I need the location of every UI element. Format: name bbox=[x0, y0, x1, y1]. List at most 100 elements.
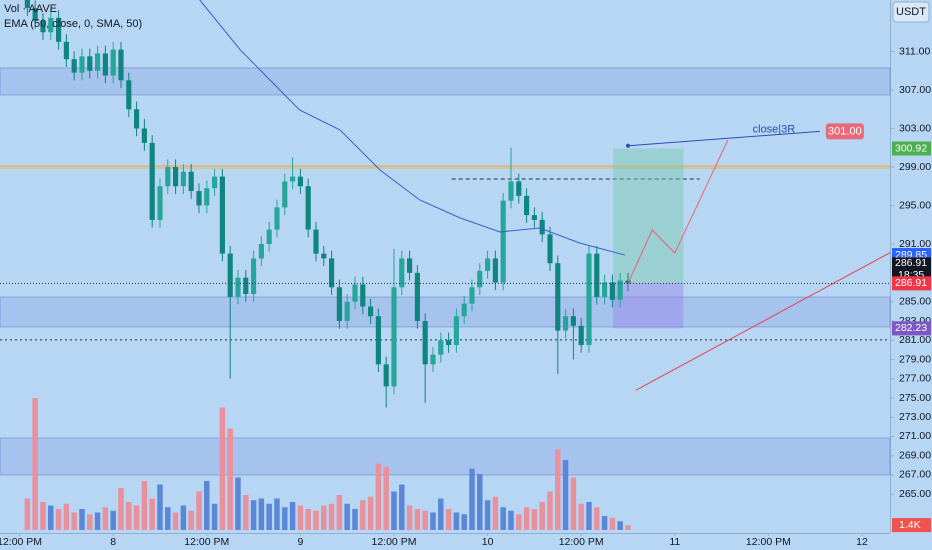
target-anchor bbox=[625, 143, 630, 148]
volume-bar bbox=[352, 509, 358, 530]
callout-box bbox=[825, 123, 864, 140]
ema-legend[interactable]: EMA (50, close, 0, SMA, 50) bbox=[4, 18, 142, 30]
volume-bar bbox=[414, 509, 421, 530]
candle-body bbox=[368, 306, 374, 317]
projection-path bbox=[627, 139, 729, 284]
volume-bar bbox=[578, 503, 584, 530]
zone bbox=[0, 296, 891, 328]
y-tick-label: 273.00 bbox=[899, 411, 931, 423]
candle-body bbox=[204, 188, 210, 206]
volume-bar bbox=[321, 505, 327, 530]
candle-body bbox=[594, 253, 600, 297]
volume-bar bbox=[492, 496, 499, 530]
volume-bar bbox=[258, 498, 265, 530]
x-tick-label: 8 bbox=[110, 536, 116, 548]
volume-bar bbox=[344, 503, 350, 530]
volume-legend[interactable]: Vol · AAVE bbox=[4, 3, 57, 15]
volume-bar bbox=[375, 463, 382, 530]
candle-body bbox=[313, 229, 319, 254]
volume-bar bbox=[141, 481, 148, 530]
candle-body bbox=[539, 219, 545, 235]
volume-bar bbox=[555, 449, 561, 530]
y-tick-label: 277.00 bbox=[899, 373, 931, 385]
volume-bar bbox=[399, 484, 405, 530]
volume-bar bbox=[547, 491, 553, 530]
x-tick-label: 12:00 PM bbox=[746, 536, 791, 548]
candle-body bbox=[56, 17, 62, 42]
candle-body bbox=[126, 80, 132, 110]
candle-body bbox=[336, 287, 342, 321]
volume-bar bbox=[266, 503, 272, 530]
volume-bar bbox=[204, 481, 210, 530]
candle-body bbox=[274, 207, 280, 230]
volume-bar bbox=[625, 525, 631, 530]
candle-body bbox=[173, 166, 179, 187]
candle-body bbox=[180, 171, 186, 187]
candle-body bbox=[219, 176, 225, 254]
price-marker bbox=[892, 321, 931, 336]
volume-bar bbox=[539, 502, 545, 530]
ema-line bbox=[199, 0, 626, 256]
candle-body bbox=[547, 234, 553, 264]
volume-bar bbox=[617, 521, 623, 530]
candle-body bbox=[485, 258, 491, 271]
x-tick-label: 12:00 PM bbox=[0, 536, 42, 548]
price-marker-label: 286.91 bbox=[895, 257, 927, 269]
volume-bar bbox=[24, 498, 31, 530]
candle-body bbox=[524, 195, 530, 216]
volume-bar bbox=[196, 491, 202, 530]
volume-bar bbox=[367, 496, 374, 530]
candle-body bbox=[165, 166, 171, 187]
candle-body bbox=[212, 176, 218, 189]
candle-body bbox=[609, 282, 615, 300]
volume-bar bbox=[508, 510, 514, 530]
candle-body bbox=[188, 171, 194, 192]
volume-bar bbox=[586, 502, 592, 530]
volume-bar bbox=[313, 510, 319, 530]
volume-bar bbox=[110, 510, 116, 530]
y-tick-label: 307.00 bbox=[899, 84, 931, 96]
volume-bar bbox=[250, 500, 257, 530]
candle-body bbox=[492, 258, 498, 283]
volume-bar bbox=[609, 517, 616, 530]
volume-bar bbox=[438, 498, 444, 530]
volume-bar bbox=[594, 507, 600, 530]
candle-body bbox=[251, 258, 257, 295]
volume-bar bbox=[126, 502, 132, 530]
candle-body bbox=[383, 364, 389, 387]
candle-body bbox=[102, 53, 108, 76]
trend-label: close|3R bbox=[753, 123, 796, 135]
candle-body bbox=[282, 181, 288, 208]
candle-body bbox=[227, 253, 233, 297]
currency-box[interactable] bbox=[892, 1, 930, 23]
callout-label: 301.00 bbox=[828, 125, 862, 137]
volume-bar bbox=[71, 512, 77, 530]
volume-marker bbox=[892, 518, 931, 533]
candle-body bbox=[570, 316, 576, 326]
volume-bar bbox=[562, 460, 569, 530]
candle-body bbox=[407, 258, 413, 273]
candle-body bbox=[617, 280, 623, 300]
volume-bar bbox=[531, 509, 538, 530]
candle-body bbox=[305, 186, 311, 230]
volume-bar bbox=[133, 505, 140, 530]
x-tick-label: 9 bbox=[297, 536, 303, 548]
volume-bar bbox=[79, 509, 85, 530]
volume-bar bbox=[172, 512, 179, 530]
volume-bar bbox=[430, 512, 436, 530]
candle-body bbox=[446, 340, 452, 346]
candle-body bbox=[352, 284, 358, 302]
volume-bar bbox=[477, 474, 483, 530]
candle-body bbox=[24, 0, 30, 9]
volume-bar bbox=[180, 505, 187, 530]
trend-line bbox=[635, 252, 891, 391]
candle-body bbox=[391, 287, 397, 387]
candle-body bbox=[516, 181, 522, 196]
candle-body bbox=[118, 49, 124, 81]
volume-bar bbox=[165, 507, 171, 530]
volume-bar bbox=[157, 484, 163, 530]
candle-body bbox=[95, 53, 101, 71]
candle-body bbox=[399, 258, 405, 288]
